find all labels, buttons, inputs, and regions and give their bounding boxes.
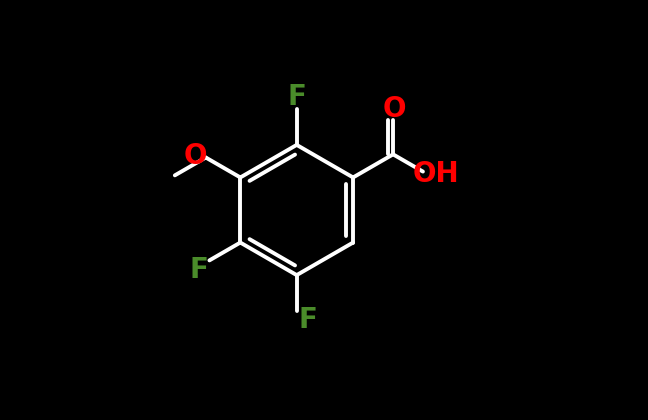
Text: O: O xyxy=(184,142,207,170)
Text: F: F xyxy=(189,256,208,284)
Text: OH: OH xyxy=(413,160,459,188)
Text: F: F xyxy=(287,84,306,111)
Text: O: O xyxy=(383,95,406,123)
Text: F: F xyxy=(298,306,317,334)
